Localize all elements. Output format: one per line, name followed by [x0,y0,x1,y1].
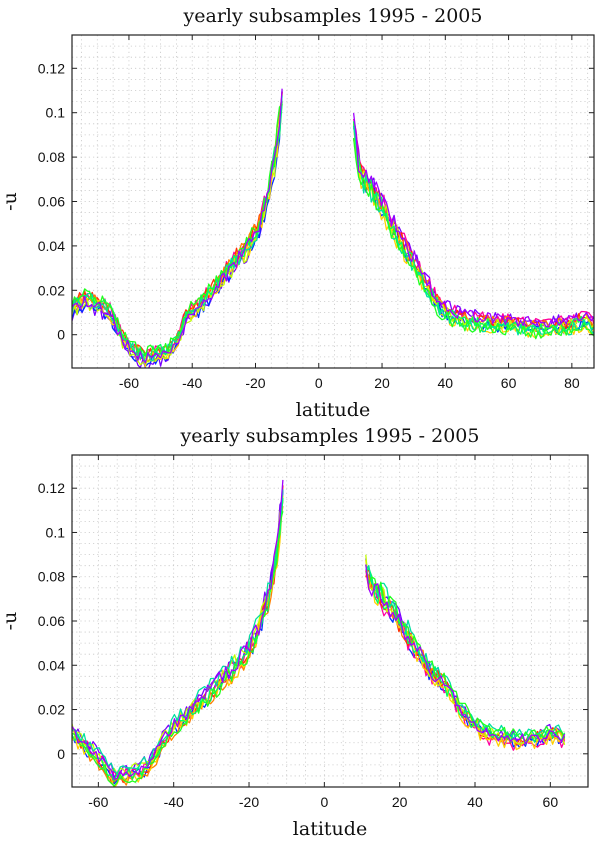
y-tick-label: 0.02 [38,702,65,718]
series-line [72,88,283,364]
series-line [72,479,284,780]
chart-1: -60 -40 -20 0 20 40 60 80 0 0.02 0.04 0.06 0.08 0.1 0.… [0,5,595,421]
series-line [365,564,566,745]
y-tick-label: 0 [57,746,65,762]
series-line [365,570,566,746]
x-tick-label: 80 [564,375,580,391]
series-line [72,511,284,787]
y-tick-label: 0.1 [46,524,66,540]
x-tick-label: 40 [467,794,483,810]
chart-title: yearly subsamples 1995 - 2005 [180,425,480,447]
x-tick-label: -20 [245,375,265,391]
series-line [365,570,566,751]
x-tick-label: 40 [438,375,454,391]
series-line [352,113,594,328]
y-axis-label: -u [0,192,21,211]
series-line [72,102,283,366]
series-line [72,104,283,357]
x-tick-label: 60 [501,375,517,391]
grid [72,454,589,788]
series-line [72,485,284,784]
y-tick-label: 0.12 [38,60,65,76]
series-line [72,103,283,358]
series-line [72,91,283,368]
x-tick-label: 0 [315,375,323,391]
y-tick-label: 0 [57,327,65,343]
series-line [353,138,594,333]
y-tick-label: 0.06 [38,613,65,629]
y-axis-label: -u [0,612,21,631]
series-line [352,137,594,340]
y-tick-label: 0.02 [38,282,65,298]
x-tick-label: 60 [543,794,559,810]
series-line [365,564,566,740]
x-tick-label: -40 [182,375,202,391]
x-tick-label: 0 [320,794,328,810]
y-tick-label: 0.1 [46,105,66,121]
x-axis-label: latitude [296,399,370,421]
series-line [352,125,594,336]
series-line [365,564,566,739]
chart-title: yearly subsamples 1995 - 2005 [183,5,483,27]
y-tick-label: 0.06 [38,194,65,210]
x-tick-label: -40 [164,794,184,810]
chart-2: -60 -40 -20 0 20 40 60 0 0.02 0.04 0.06 0.08 0.1 0.12… [0,425,589,840]
series-line [72,95,283,364]
y-tick-label: 0.08 [38,149,65,165]
series-line [353,138,594,335]
x-axis-label: latitude [293,818,367,840]
series-line [365,574,566,749]
y-tick-label: 0.08 [38,569,65,585]
series-line [365,559,566,751]
y-tick-label: 0.12 [38,480,65,496]
series-line [352,121,594,335]
x-tick-label: -20 [239,794,259,810]
x-tick-label: 20 [392,794,408,810]
y-tick-label: 0.04 [38,657,65,673]
series-group [72,479,566,787]
x-tick-label: -60 [88,794,108,810]
series-line [352,138,594,331]
series-group [72,88,594,368]
y-tick-label: 0.04 [38,238,65,254]
x-tick-label: -60 [119,375,139,391]
x-tick-label: 20 [374,375,390,391]
series-line [365,558,565,743]
